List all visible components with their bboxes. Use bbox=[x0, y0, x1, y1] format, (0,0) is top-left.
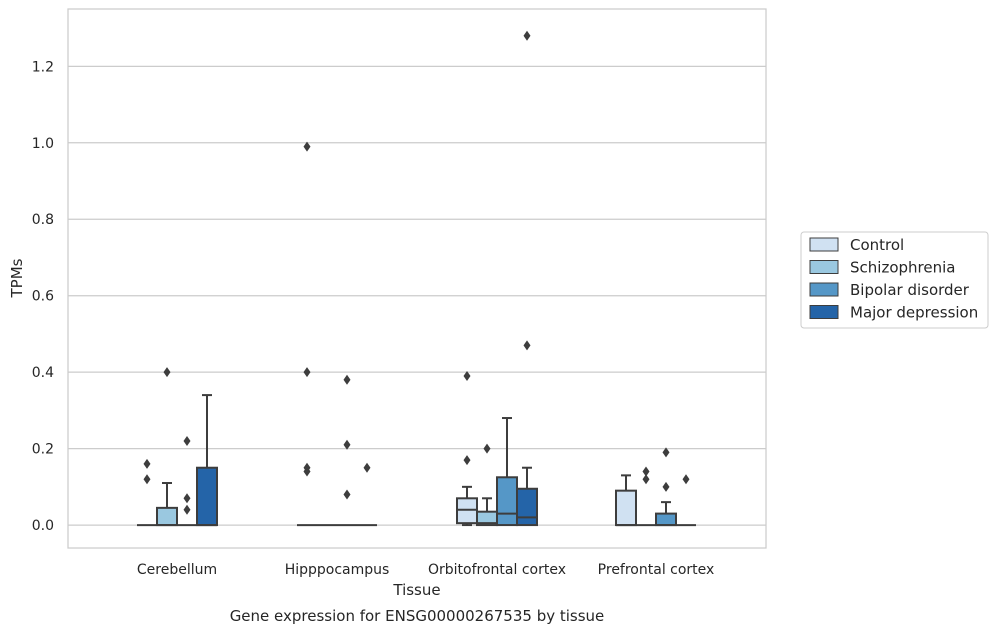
box-group bbox=[636, 466, 656, 527]
legend-label: Bipolar disorder bbox=[850, 281, 970, 299]
boxes bbox=[137, 30, 696, 527]
box-body bbox=[196, 466, 218, 527]
outlier-point bbox=[662, 447, 670, 458]
legend-frame bbox=[800, 231, 989, 329]
box-group bbox=[516, 30, 538, 527]
box-group bbox=[156, 367, 178, 527]
box-group bbox=[137, 458, 157, 527]
legend-swatch bbox=[809, 282, 839, 297]
outlier-point bbox=[662, 481, 670, 492]
legend-swatch bbox=[809, 237, 839, 252]
x-tick-label: Cerebellum bbox=[137, 562, 217, 578]
legend-swatch bbox=[809, 305, 839, 319]
outlier-point bbox=[143, 458, 151, 469]
box-group bbox=[337, 374, 357, 527]
legend: Control Schizophrenia Bipolar disorder Majo… bbox=[800, 231, 989, 329]
x-tick-labels: Cerebellum Hipppocampus Orbitofrontal cort… bbox=[137, 562, 714, 578]
box-group bbox=[196, 394, 218, 527]
outlier-point bbox=[682, 474, 690, 485]
outlier-point bbox=[483, 443, 491, 454]
y-tick-label: 0.0 bbox=[32, 518, 54, 534]
outlier-point bbox=[343, 489, 351, 500]
outlier-point bbox=[642, 474, 650, 485]
x-tick-label: Prefrontal cortex bbox=[598, 562, 715, 578]
box-group bbox=[456, 370, 478, 527]
x-axis-title: Tissue bbox=[392, 581, 440, 599]
box-group bbox=[615, 474, 637, 527]
y-tick-labels: 0.0 0.2 0.4 0.6 0.8 1.0 1.2 bbox=[32, 59, 54, 534]
y-tick-label: 0.8 bbox=[32, 212, 54, 228]
x-tick-label: Hipppocampus bbox=[285, 562, 390, 578]
y-tick-label: 1.0 bbox=[32, 136, 54, 152]
outlier-point bbox=[183, 504, 191, 515]
box-group bbox=[476, 443, 498, 527]
y-tick-label: 0.4 bbox=[32, 365, 54, 381]
outlier-point bbox=[163, 367, 171, 378]
box-group bbox=[655, 447, 677, 527]
box-body bbox=[655, 512, 677, 527]
outlier-point bbox=[463, 370, 471, 381]
plot-background bbox=[68, 9, 766, 548]
outlier-point bbox=[523, 30, 531, 41]
plot-frame bbox=[67, 8, 767, 549]
box-group bbox=[177, 435, 197, 527]
outlier-point bbox=[343, 374, 351, 385]
outlier-point bbox=[523, 340, 531, 351]
legend-label: Schizophrenia bbox=[850, 259, 955, 277]
y-tick-label: 1.2 bbox=[32, 59, 54, 75]
box-group bbox=[676, 474, 696, 527]
legend-swatch bbox=[809, 260, 839, 274]
outlier-point bbox=[183, 493, 191, 504]
outlier-point bbox=[343, 439, 351, 450]
chart-caption: Gene expression for ENSG00000267535 by t… bbox=[230, 607, 605, 625]
outlier-point bbox=[143, 474, 151, 485]
grid-lines bbox=[68, 65, 766, 526]
legend-label: Major depression bbox=[850, 304, 978, 322]
box-group bbox=[297, 141, 317, 527]
box-group bbox=[357, 462, 377, 527]
box-body bbox=[496, 476, 518, 527]
y-axis-title: TPMs bbox=[8, 258, 26, 298]
outlier-point bbox=[463, 455, 471, 466]
box-body bbox=[615, 489, 637, 527]
y-tick-label: 0.6 bbox=[32, 289, 54, 305]
legend-label: Control bbox=[850, 236, 904, 254]
outlier-point bbox=[303, 141, 311, 152]
x-tick-label: Orbitofrontal cortex bbox=[428, 562, 566, 578]
box-body bbox=[516, 487, 538, 527]
y-tick-label: 0.2 bbox=[32, 442, 54, 458]
outlier-point bbox=[363, 462, 371, 473]
outlier-point bbox=[642, 466, 650, 477]
outlier-point bbox=[303, 367, 311, 378]
outlier-point bbox=[303, 462, 311, 473]
outlier-point bbox=[183, 435, 191, 446]
box-body bbox=[156, 506, 178, 527]
